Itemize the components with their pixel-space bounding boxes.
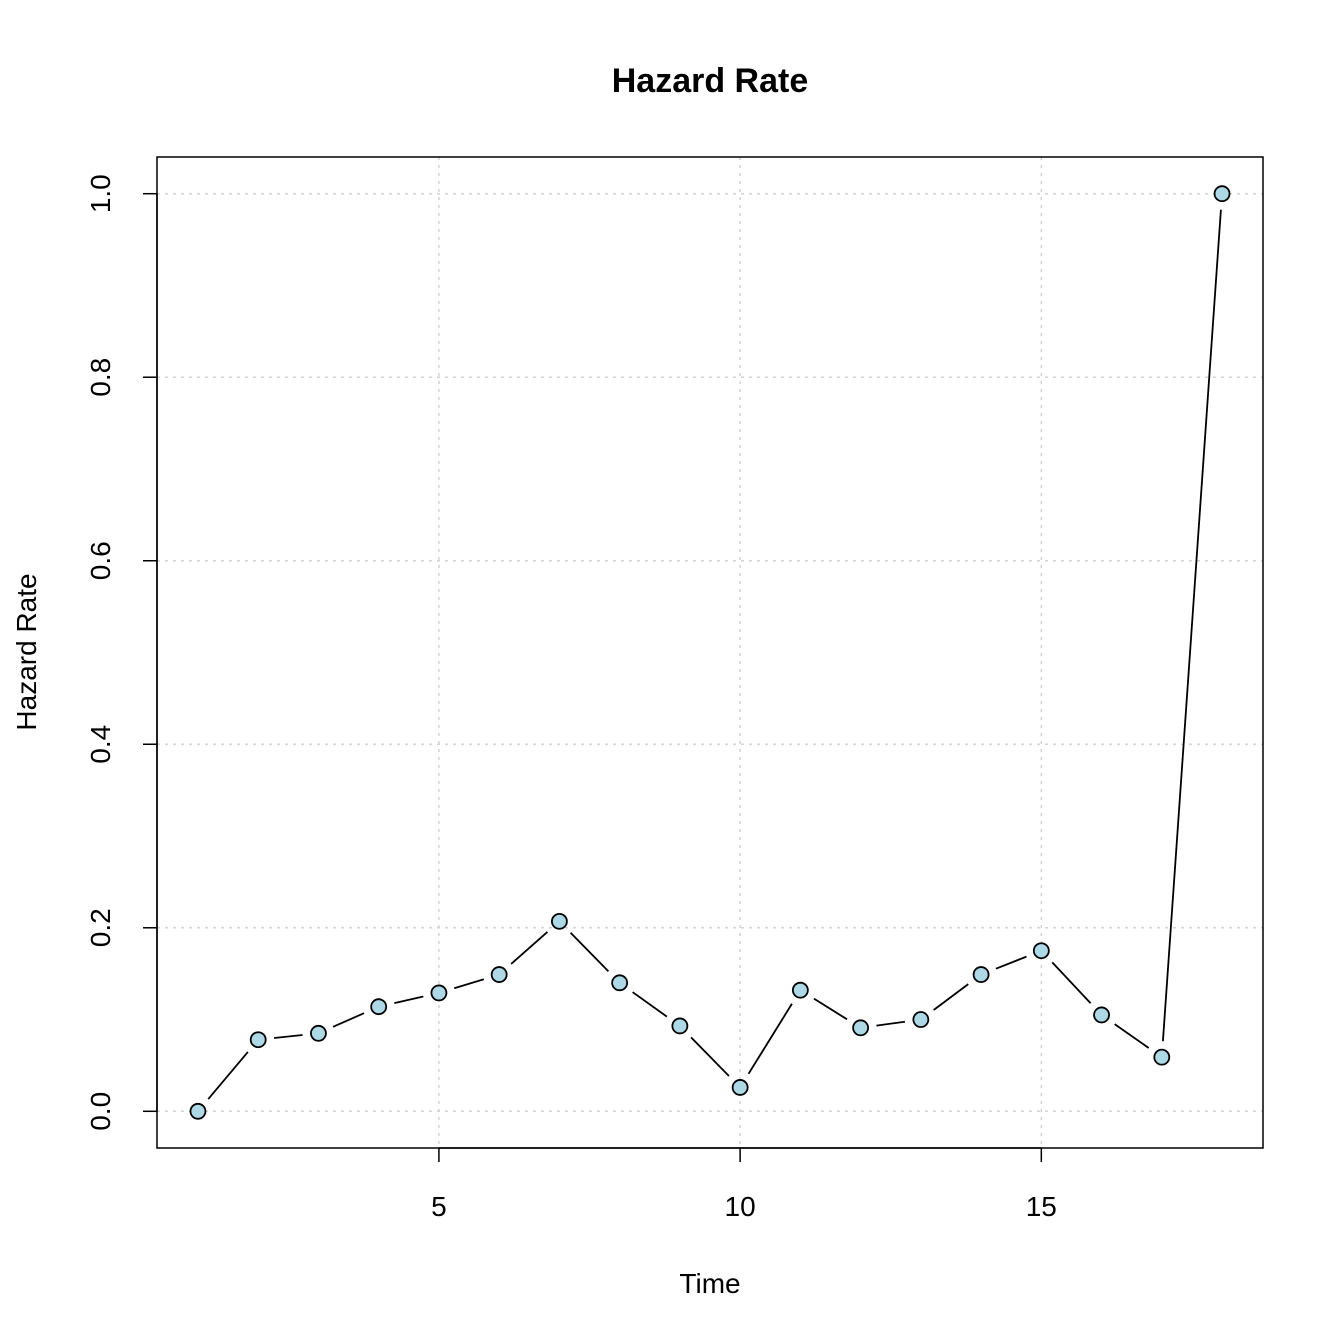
series-0-point-6 [551, 912, 568, 930]
series-0-point-13 [972, 966, 990, 983]
plot-frame [156, 156, 1264, 1149]
series-0-point-15 [1093, 1006, 1110, 1024]
x-axis: 5 10 15 [431, 1147, 1057, 1222]
series-0-point-1 [249, 1031, 267, 1049]
series-0-point-5 [490, 966, 508, 983]
x-tick-label-0: 5 [431, 1191, 447, 1222]
y-tick-label-3: 0.6 [85, 541, 116, 580]
series-0-point-8 [671, 1017, 689, 1035]
x-tick-label-1: 10 [725, 1191, 756, 1222]
series-0-segment-6 [569, 932, 610, 973]
series-0-segment-11 [876, 1020, 906, 1027]
series-0-segment-3 [394, 995, 424, 1005]
series-0-segment-10 [813, 997, 848, 1021]
chart-title: Hazard Rate [612, 62, 809, 100]
series-0-point-3 [370, 998, 388, 1016]
series-0-point-7 [611, 974, 629, 992]
series-0-point-17 [1213, 185, 1231, 203]
series-0-segment-16 [1162, 209, 1222, 1042]
series-0-segment-0 [207, 1051, 249, 1100]
series-0-segment-12 [933, 983, 969, 1011]
series-0-segment-5 [510, 931, 549, 965]
series-0-segment-9 [747, 1003, 793, 1075]
series-0-segment-15 [1114, 1023, 1150, 1049]
x-axis-label: Time [679, 1268, 740, 1299]
series-0-point-9 [731, 1079, 749, 1096]
grid-lines [157, 157, 1263, 1148]
series-0-segment-4 [453, 978, 485, 990]
y-tick-label-5: 1.0 [85, 174, 116, 213]
series-0-point-14 [1032, 942, 1050, 960]
series-0-point-11 [852, 1019, 869, 1037]
y-tick-label-2: 0.4 [85, 725, 116, 764]
y-axis: 0.0 0.2 0.4 0.6 0.8 1.0 [85, 174, 158, 1131]
y-tick-label-1: 0.2 [85, 908, 116, 947]
series-0-segment-2 [332, 1012, 365, 1028]
y-axis-label: Hazard Rate [11, 573, 42, 730]
x-tick-label-2: 15 [1026, 1191, 1057, 1222]
series-0-segment-1 [274, 1034, 303, 1039]
series-0-point-0 [189, 1102, 207, 1120]
series-0-segment-8 [690, 1036, 730, 1077]
series-0-point-16 [1153, 1048, 1171, 1066]
series-line-group [207, 209, 1222, 1100]
series-0-segment-14 [1051, 961, 1092, 1004]
series-0-segment-13 [995, 955, 1027, 970]
series-0-point-2 [310, 1024, 327, 1042]
series-points-group [189, 185, 1231, 1120]
y-tick-label-0: 0.0 [85, 1092, 116, 1131]
y-tick-label-4: 0.8 [85, 358, 116, 397]
series-0-point-10 [791, 981, 809, 999]
series-0-segment-7 [632, 991, 668, 1018]
series-0-point-4 [430, 984, 448, 1002]
series-0-point-12 [912, 1011, 930, 1028]
